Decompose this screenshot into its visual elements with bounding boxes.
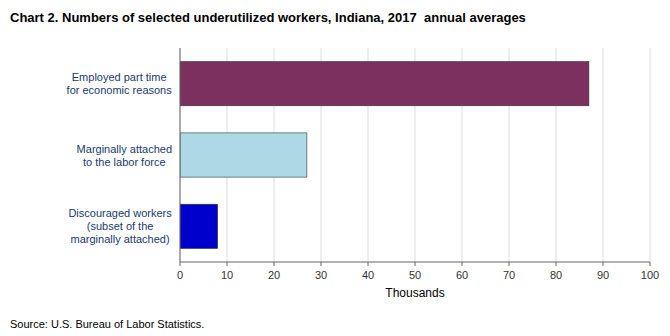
tick-label: 40 [362,269,374,281]
tick-mark [274,262,275,266]
category-label: Employed part timefor economic reasons [67,71,173,96]
tick-mark [227,262,228,266]
grid-line [180,48,181,262]
bars [180,62,589,249]
tick-label: 80 [550,269,562,281]
tick-label: 10 [221,269,233,281]
category-label: Discouraged workers(subset of themargina… [68,207,172,245]
grid-line [603,48,604,262]
bar [180,62,589,106]
bar [180,133,307,177]
title: Chart 2. Numbers of selected underutiliz… [10,10,526,25]
y-axis-line [180,48,181,262]
grid [180,48,650,262]
category-label: Marginally attachedto the labor force [77,143,172,168]
tick-mark [415,262,416,266]
tick-mark [509,262,510,266]
tick-label: 60 [456,269,468,281]
tick-mark [650,262,651,266]
tick-mark [321,262,322,266]
tick-label: 20 [268,269,280,281]
y-axis: Discouraged workers(subset of themargina… [67,71,173,245]
bar [180,204,218,248]
tick-mark [556,262,557,266]
tick-label: 100 [641,269,659,281]
grid-line [650,48,651,262]
chart-container: Chart 2. Numbers of selected underutiliz… [0,0,670,336]
x-axis: 0 10 20 30 40 50 60 70 80 90 100 [177,262,659,281]
tick-mark [368,262,369,266]
source-note: Source: U.S. Bureau of Labor Statistics. [10,318,204,330]
tick-label: 0 [177,269,183,281]
x-axis-line [180,262,650,263]
tick-label: 30 [315,269,327,281]
x-axis-label: Thousands [385,286,444,300]
tick-mark [180,262,181,266]
tick-label: 70 [503,269,515,281]
tick-mark [603,262,604,266]
tick-label: 90 [597,269,609,281]
tick-label: 50 [409,269,421,281]
tick-mark [462,262,463,266]
chart-svg: Chart 2. Numbers of selected underutiliz… [0,0,670,336]
